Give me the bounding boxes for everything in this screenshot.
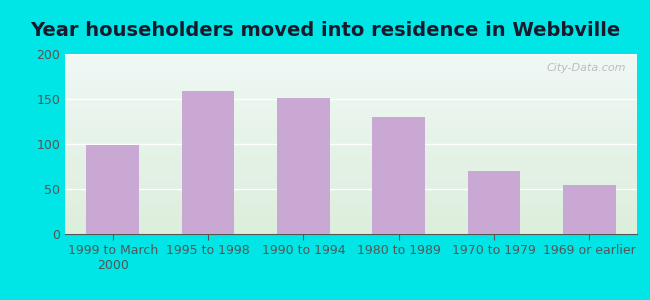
Bar xyxy=(182,91,234,234)
Bar xyxy=(86,145,139,234)
Bar xyxy=(372,117,425,234)
Bar xyxy=(468,171,520,234)
Text: City-Data.com: City-Data.com xyxy=(546,63,625,73)
Bar xyxy=(277,98,330,234)
Text: Year householders moved into residence in Webbville: Year householders moved into residence i… xyxy=(30,21,620,40)
Bar xyxy=(563,185,616,234)
